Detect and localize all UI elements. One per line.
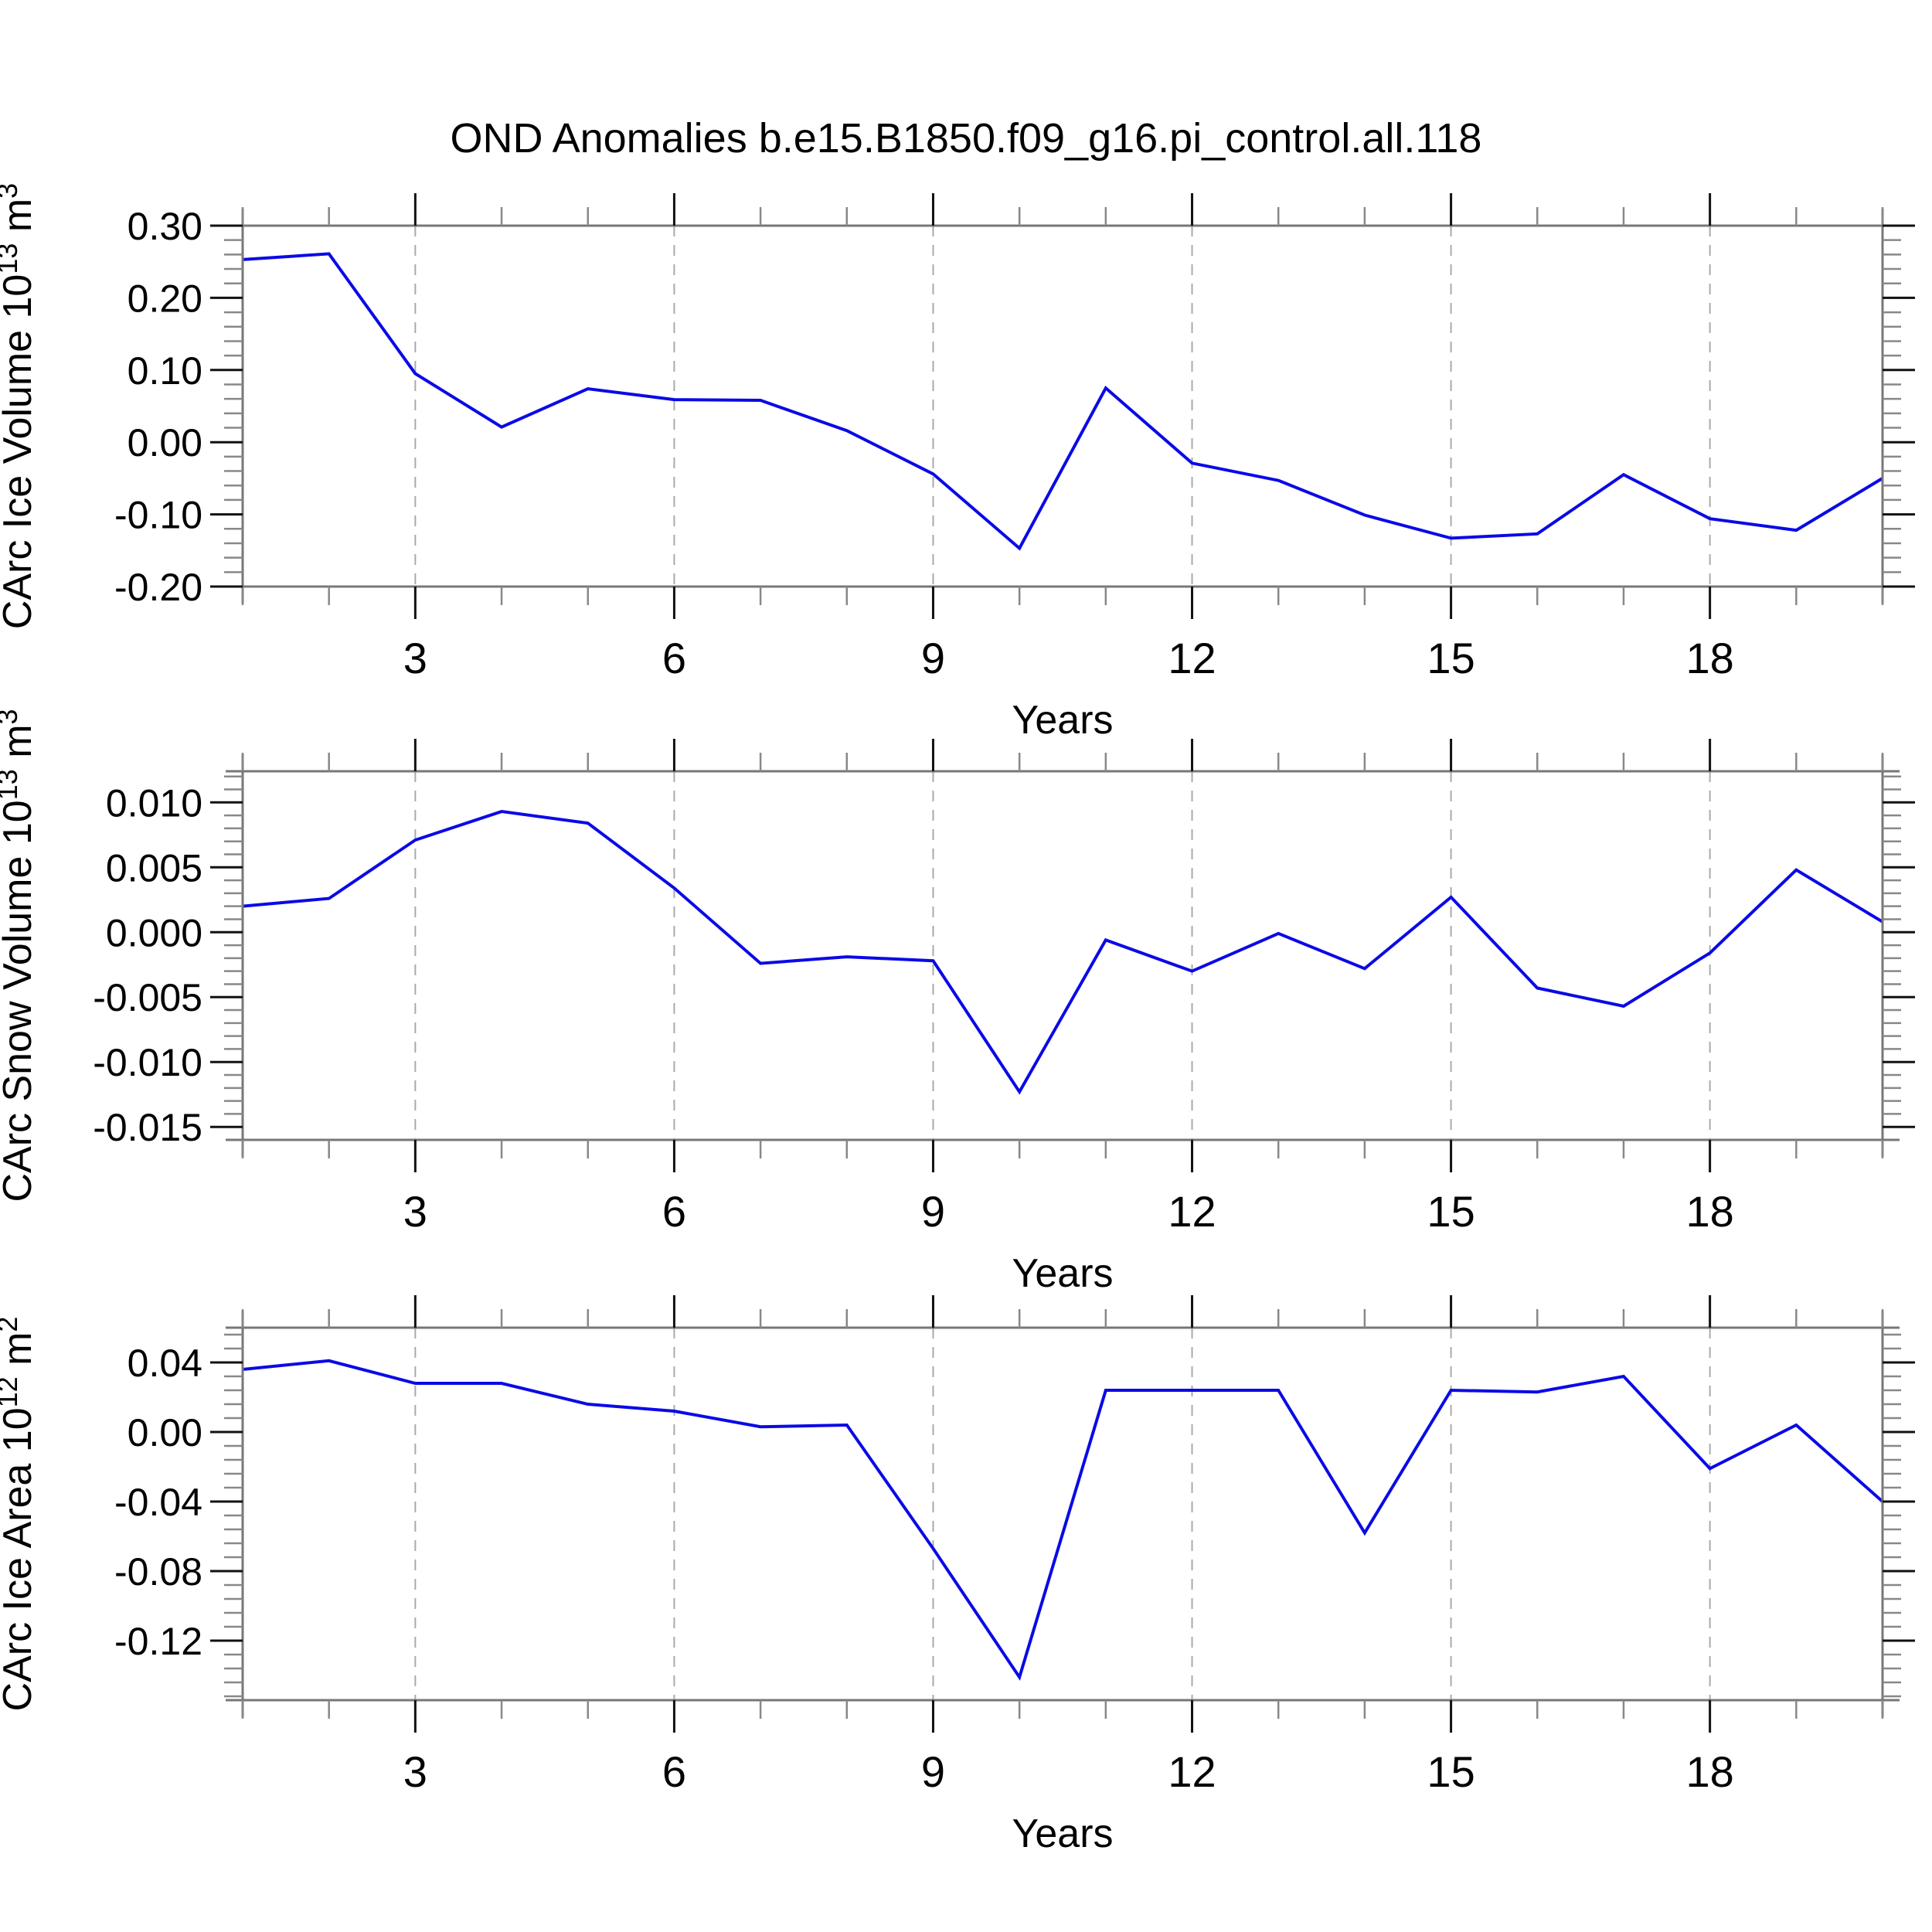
svg-text:-0.20: -0.20 bbox=[114, 566, 202, 609]
svg-text:Years: Years bbox=[1012, 1811, 1113, 1856]
data-line bbox=[242, 1359, 1884, 1681]
svg-text:-0.12: -0.12 bbox=[114, 1620, 202, 1663]
svg-text:6: 6 bbox=[662, 634, 686, 682]
y-axis-title: CArc Ice Area 1012 m2 bbox=[0, 1317, 40, 1712]
svg-text:-0.015: -0.015 bbox=[93, 1106, 202, 1149]
y-axis-title: CArc Snow Volume 1013 m3 bbox=[0, 709, 40, 1202]
y-axis-title: CArc Ice Volume 1013 m3 bbox=[0, 183, 40, 629]
figure-title: OND Anomalies b.e15.B1850.f09_g16.pi_con… bbox=[450, 115, 1482, 162]
svg-text:12: 12 bbox=[1168, 634, 1216, 682]
svg-text:Years: Years bbox=[1012, 1251, 1113, 1296]
panel-carc-snow-volume-10-13-m-3: 0.010 0.005 0.000 -0.005 -0.010 -0.015 3 6 9 12 15… bbox=[0, 709, 1915, 1296]
svg-text:0.00: 0.00 bbox=[128, 1411, 202, 1454]
svg-text:-0.10: -0.10 bbox=[114, 494, 202, 537]
svg-text:6: 6 bbox=[662, 1187, 686, 1236]
svg-text:18: 18 bbox=[1685, 1187, 1733, 1236]
svg-text:0.10: 0.10 bbox=[128, 349, 202, 393]
svg-text:0.04: 0.04 bbox=[128, 1342, 202, 1385]
svg-text:3: 3 bbox=[403, 634, 427, 682]
svg-text:-0.08: -0.08 bbox=[114, 1550, 202, 1594]
svg-text:15: 15 bbox=[1427, 634, 1475, 682]
svg-text:Years: Years bbox=[1012, 698, 1113, 743]
svg-text:-0.010: -0.010 bbox=[93, 1041, 202, 1084]
svg-text:0.00: 0.00 bbox=[128, 421, 202, 464]
svg-text:0.20: 0.20 bbox=[128, 277, 202, 320]
svg-text:0.010: 0.010 bbox=[106, 781, 202, 825]
svg-text:-0.005: -0.005 bbox=[93, 976, 202, 1019]
svg-text:15: 15 bbox=[1427, 1747, 1475, 1796]
svg-text:0.000: 0.000 bbox=[106, 911, 202, 954]
panel-carc-ice-area-10-12-m-2: 0.04 0.00 -0.04 -0.08 -0.12 3 6 9 12 15 18 Years CAr… bbox=[0, 1295, 1915, 1856]
data-line bbox=[242, 252, 1884, 551]
svg-text:0.30: 0.30 bbox=[128, 205, 202, 248]
svg-text:9: 9 bbox=[921, 1747, 945, 1796]
svg-text:9: 9 bbox=[921, 1187, 945, 1236]
svg-text:0.005: 0.005 bbox=[106, 846, 202, 889]
svg-text:3: 3 bbox=[403, 1747, 427, 1796]
svg-text:-0.04: -0.04 bbox=[114, 1481, 202, 1524]
svg-text:18: 18 bbox=[1685, 634, 1733, 682]
svg-text:6: 6 bbox=[662, 1747, 686, 1796]
data-line bbox=[242, 810, 1884, 1095]
svg-text:12: 12 bbox=[1168, 1187, 1216, 1236]
svg-text:9: 9 bbox=[921, 634, 945, 682]
svg-text:15: 15 bbox=[1427, 1187, 1475, 1236]
svg-text:18: 18 bbox=[1685, 1747, 1733, 1796]
svg-text:12: 12 bbox=[1168, 1747, 1216, 1796]
svg-text:3: 3 bbox=[403, 1187, 427, 1236]
panel-carc-ice-volume-10-13-m-3: 0.30 0.20 0.10 0.00 -0.10 -0.20 3 6 9 12 15 18 Years… bbox=[0, 183, 1915, 743]
